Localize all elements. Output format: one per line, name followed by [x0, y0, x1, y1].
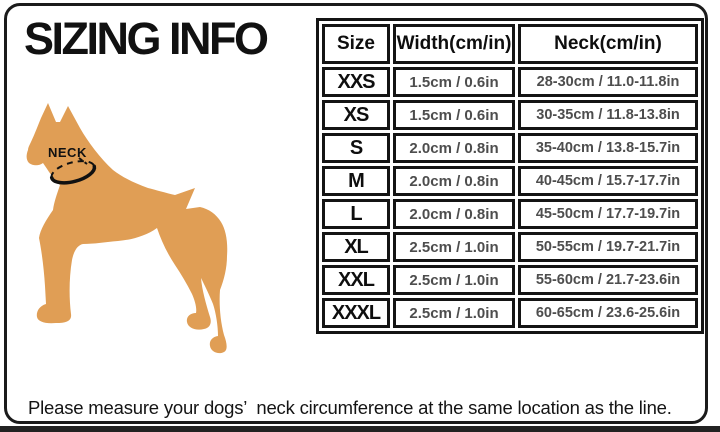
measurement-instruction: Please measure your dogs’ neck circumfer…	[28, 397, 672, 418]
table-row: XS 1.5cm / 0.6in 30-35cm / 11.8-13.8in	[322, 100, 698, 130]
table-header-row: Size Width(cm/in) Neck(cm/in)	[322, 24, 698, 64]
width-cell: 2.5cm / 1.0in	[393, 298, 515, 328]
neck-cell: 40-45cm / 15.7-17.7in	[518, 166, 698, 196]
width-cell: 2.0cm / 0.8in	[393, 166, 515, 196]
size-cell: XXS	[322, 67, 390, 97]
width-cell: 2.0cm / 0.8in	[393, 199, 515, 229]
neck-label: NECK	[48, 145, 87, 160]
width-cell: 2.0cm / 0.8in	[393, 133, 515, 163]
table-row: M 2.0cm / 0.8in 40-45cm / 15.7-17.7in	[322, 166, 698, 196]
table-row: XXXL 2.5cm / 1.0in 60-65cm / 23.6-25.6in	[322, 298, 698, 328]
table-row: L 2.0cm / 0.8in 45-50cm / 17.7-19.7in	[322, 199, 698, 229]
table-row: S 2.0cm / 0.8in 35-40cm / 13.8-15.7in	[322, 133, 698, 163]
size-cell: S	[322, 133, 390, 163]
size-cell: M	[322, 166, 390, 196]
neck-cell: 50-55cm / 19.7-21.7in	[518, 232, 698, 262]
table-row: XL 2.5cm / 1.0in 50-55cm / 19.7-21.7in	[322, 232, 698, 262]
dog-illustration: NECK	[26, 98, 232, 360]
neck-cell: 60-65cm / 23.6-25.6in	[518, 298, 698, 328]
neck-cell: 28-30cm / 11.0-11.8in	[518, 67, 698, 97]
bottom-edge-strip	[0, 426, 720, 432]
size-cell: XS	[322, 100, 390, 130]
width-cell: 2.5cm / 1.0in	[393, 265, 515, 295]
width-cell: 1.5cm / 0.6in	[393, 100, 515, 130]
neck-cell: 55-60cm / 21.7-23.6in	[518, 265, 698, 295]
neck-line-back-dashed	[50, 160, 96, 178]
neck-cell: 35-40cm / 13.8-15.7in	[518, 133, 698, 163]
neck-cell: 30-35cm / 11.8-13.8in	[518, 100, 698, 130]
neck-line-front	[49, 164, 97, 185]
size-cell: XXXL	[322, 298, 390, 328]
table-row: XXS 1.5cm / 0.6in 28-30cm / 11.0-11.8in	[322, 67, 698, 97]
width-cell: 1.5cm / 0.6in	[393, 67, 515, 97]
size-cell: XL	[322, 232, 390, 262]
col-header-size: Size	[322, 24, 390, 64]
width-cell: 2.5cm / 1.0in	[393, 232, 515, 262]
col-header-neck: Neck(cm/in)	[518, 24, 698, 64]
size-cell: L	[322, 199, 390, 229]
size-cell: XXL	[322, 265, 390, 295]
page-title: SIZING INFO	[24, 13, 269, 64]
dog-silhouette	[26, 103, 228, 354]
table-row: XXL 2.5cm / 1.0in 55-60cm / 21.7-23.6in	[322, 265, 698, 295]
neck-cell: 45-50cm / 17.7-19.7in	[518, 199, 698, 229]
neck-label-pointer	[78, 157, 88, 165]
sizing-table: Size Width(cm/in) Neck(cm/in) XXS 1.5cm …	[316, 18, 704, 334]
col-header-width: Width(cm/in)	[393, 24, 515, 64]
